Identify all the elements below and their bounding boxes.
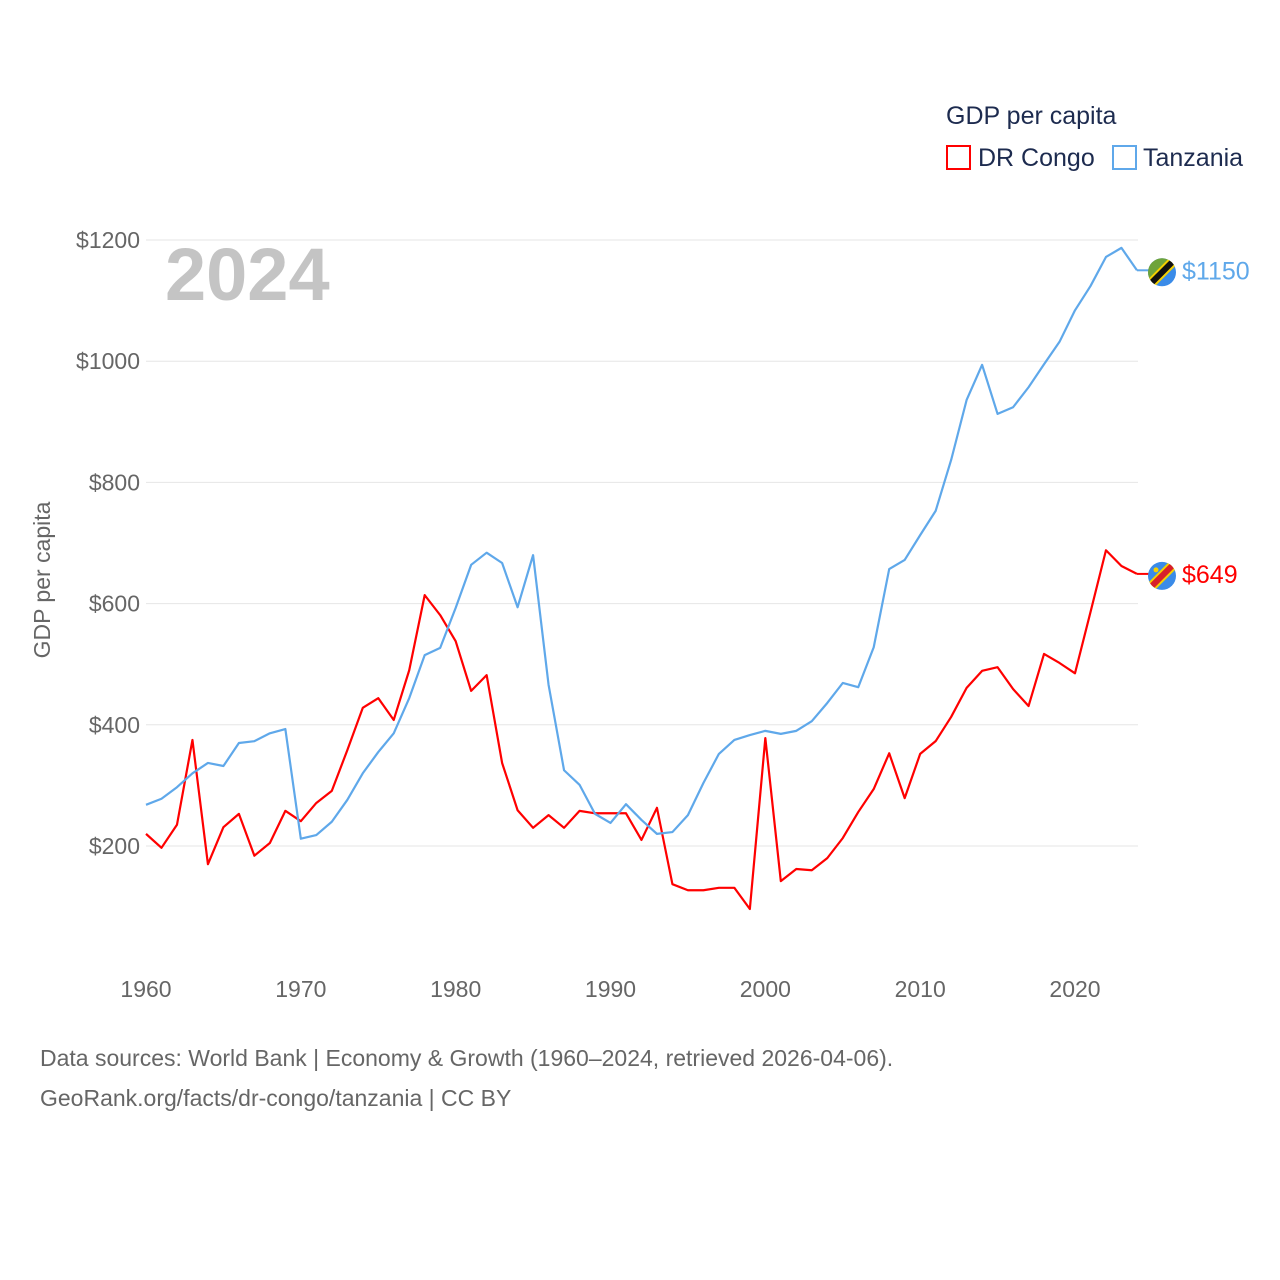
end-value-label-dr-congo: $649	[1182, 561, 1238, 589]
series-line-tanzania	[145, 246, 1138, 840]
y-tick-label: $600	[89, 591, 140, 617]
y-tick-label: $1200	[76, 227, 140, 253]
series-line-dr-congo	[145, 549, 1138, 911]
legend-item-dr-congo[interactable]: DR Congo	[946, 144, 1095, 172]
y-tick-label: $800	[89, 469, 140, 495]
end-value-label-tanzania: $1150	[1182, 257, 1250, 285]
x-tick-label: 1980	[430, 976, 481, 1002]
x-tick-label: 1990	[585, 976, 636, 1002]
legend-label-tanzania: Tanzania	[1143, 144, 1243, 172]
y-tick-label: $200	[89, 833, 140, 859]
x-tick-label: 2020	[1049, 976, 1100, 1002]
legend-swatch-tanzania	[1112, 145, 1137, 170]
footer-link[interactable]: GeoRank.org/facts/dr-congo/tanzania | CC…	[40, 1085, 512, 1111]
x-tick-label: 1960	[120, 976, 171, 1002]
y-tick-label: $1000	[76, 348, 140, 374]
y-tick-label: $400	[89, 712, 140, 738]
legend-item-tanzania[interactable]: Tanzania	[1112, 144, 1243, 172]
legend-swatch-dr-congo	[946, 145, 971, 170]
flag-icon-dr-congo	[1148, 561, 1176, 590]
y-axis-label: GDP per capita	[29, 501, 55, 658]
year-watermark: 2024	[165, 233, 330, 316]
flag-icon-tanzania	[1148, 258, 1176, 287]
x-tick-label: 2010	[895, 976, 946, 1002]
legend-title: GDP per capita	[946, 102, 1117, 130]
legend-label-dr-congo: DR Congo	[978, 144, 1095, 172]
x-tick-label: 1970	[275, 976, 326, 1002]
footer-sources: Data sources: World Bank | Economy & Gro…	[40, 1045, 894, 1071]
x-tick-label: 2000	[740, 976, 791, 1002]
